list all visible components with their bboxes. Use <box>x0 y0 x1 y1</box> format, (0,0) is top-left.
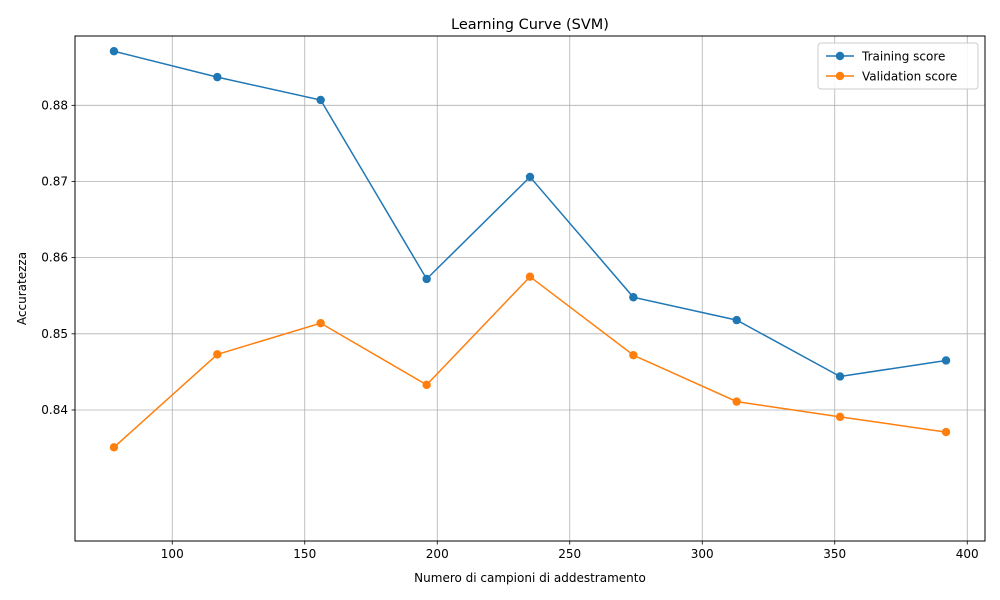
legend: Training score Validation score <box>817 42 979 90</box>
data-point <box>422 274 431 284</box>
series-line <box>113 275 947 448</box>
x-tick-label: 350 <box>823 547 846 561</box>
series <box>109 47 951 452</box>
y-tick-label: 0.85 <box>41 327 68 341</box>
data-point <box>835 372 845 381</box>
data-point <box>109 443 119 452</box>
data-point <box>835 412 845 422</box>
legend-item: Training score <box>826 50 945 64</box>
data-point <box>941 427 951 437</box>
data-point <box>316 95 325 105</box>
data-point <box>213 72 222 82</box>
chart-title: Learning Curve (SVM) <box>451 17 609 33</box>
data-point <box>213 350 222 359</box>
grid <box>75 36 985 541</box>
plot-frame <box>74 35 986 542</box>
data-point <box>316 318 325 328</box>
data-point <box>629 350 638 360</box>
legend-marker <box>835 51 845 61</box>
x-tick-label: 300 <box>691 547 714 561</box>
series-training-score <box>109 47 951 381</box>
x-axis-label: Numero di campioni di addestramento <box>414 571 646 585</box>
series-line <box>113 50 947 378</box>
data-point <box>525 172 535 182</box>
legend-label: Validation score <box>862 70 957 84</box>
y-tick-label: 0.84 <box>41 403 68 417</box>
data-point <box>941 356 951 365</box>
legend-marker <box>835 71 845 81</box>
legend-box <box>817 42 979 90</box>
legend-label: Training score <box>861 50 945 64</box>
y-tick-label: 0.86 <box>41 251 68 265</box>
axes <box>74 35 986 542</box>
x-tick-label: 100 <box>161 547 184 561</box>
y-axis-label: Accuratezza <box>15 252 29 325</box>
data-point <box>109 47 119 56</box>
legend-item: Validation score <box>826 70 957 84</box>
data-point <box>732 315 741 325</box>
ticks: 100 150 200 250 300 350 400 0.84 0.85 0.86 0.87 0.8… <box>41 98 978 561</box>
x-tick-label: 250 <box>558 547 581 561</box>
x-tick-label: 200 <box>426 547 449 561</box>
data-point <box>732 397 741 406</box>
data-point <box>525 272 535 281</box>
data-point <box>422 380 431 390</box>
x-tick-label: 400 <box>956 547 979 561</box>
series-validation-score <box>109 272 951 452</box>
y-tick-label: 0.87 <box>41 174 68 188</box>
x-tick-label: 150 <box>293 547 316 561</box>
data-point <box>629 293 638 302</box>
y-tick-label: 0.88 <box>41 98 68 112</box>
